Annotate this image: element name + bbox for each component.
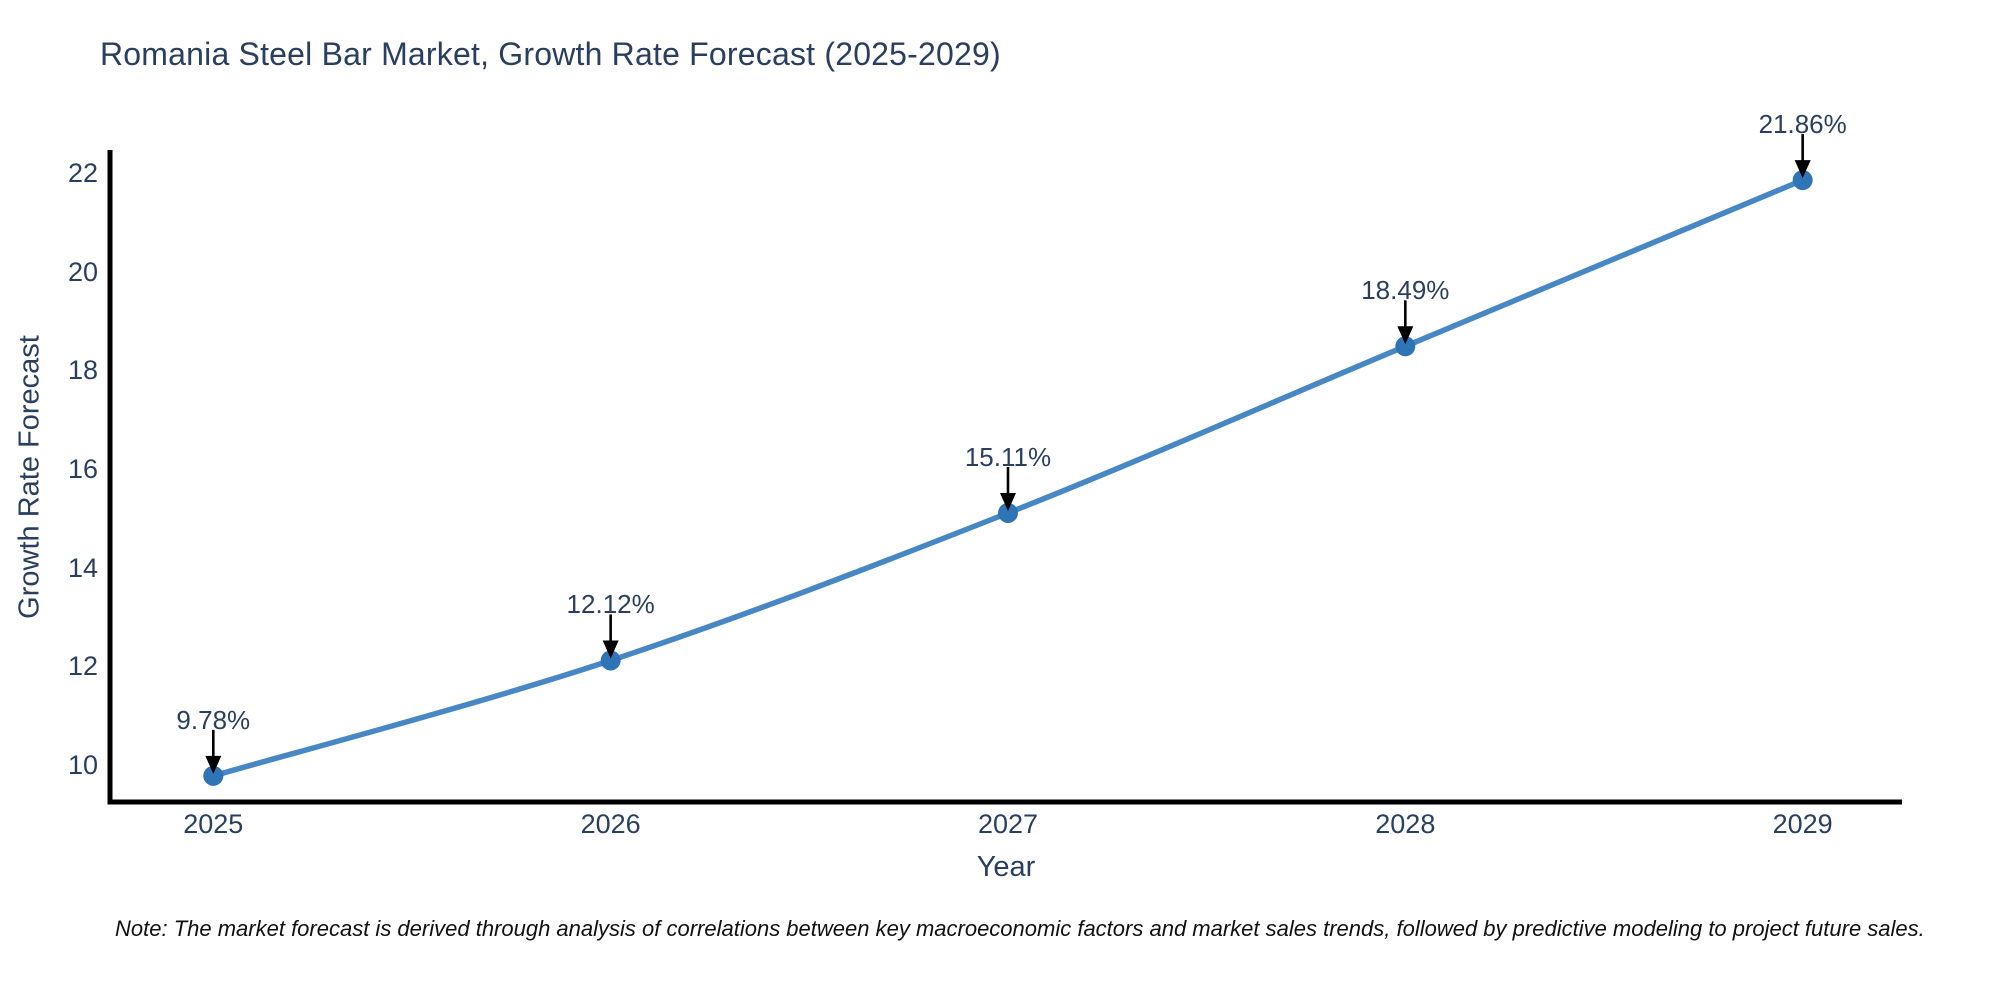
x-tick-label: 2026 <box>580 809 641 839</box>
annotation-arrowhead-icon <box>1794 160 1811 179</box>
point-annotation-label: 15.11% <box>964 441 1052 472</box>
annotation-arrowhead-icon <box>602 640 619 659</box>
data-point-marker <box>997 502 1018 523</box>
y-tick-label: 14 <box>67 552 98 583</box>
point-annotation-label: 12.12% <box>566 589 655 620</box>
y-tick-label: 22 <box>67 158 98 189</box>
y-tick-label: 20 <box>67 256 98 287</box>
x-tick-label: 2027 <box>977 809 1039 839</box>
x-tick-label: 2025 <box>183 809 244 839</box>
footnote: Note: The market forecast is derived thr… <box>115 916 1925 941</box>
annotation-arrowhead-icon <box>1397 326 1414 345</box>
y-tick-label: 12 <box>67 651 98 682</box>
x-tick-label: 2029 <box>1772 809 1833 839</box>
x-axis-title: Year <box>976 851 1036 883</box>
data-point-marker <box>203 765 224 786</box>
annotation-arrowhead-icon <box>999 492 1016 511</box>
point-annotation-label: 21.86% <box>1758 109 1847 140</box>
x-tick-label: 2028 <box>1375 809 1436 839</box>
annotation-arrowhead-icon <box>205 755 222 774</box>
point-annotation-label: 9.78% <box>176 704 251 735</box>
y-tick-label: 16 <box>67 454 98 485</box>
y-tick-label: 18 <box>67 355 98 386</box>
y-tick-label: 10 <box>67 750 98 780</box>
data-point-marker <box>1395 336 1416 357</box>
point-annotation-label: 18.49% <box>1361 275 1450 306</box>
data-point-marker <box>600 650 621 671</box>
chart-title: Romania Steel Bar Market, Growth Rate Fo… <box>100 36 1001 72</box>
data-point-marker <box>1792 170 1813 191</box>
